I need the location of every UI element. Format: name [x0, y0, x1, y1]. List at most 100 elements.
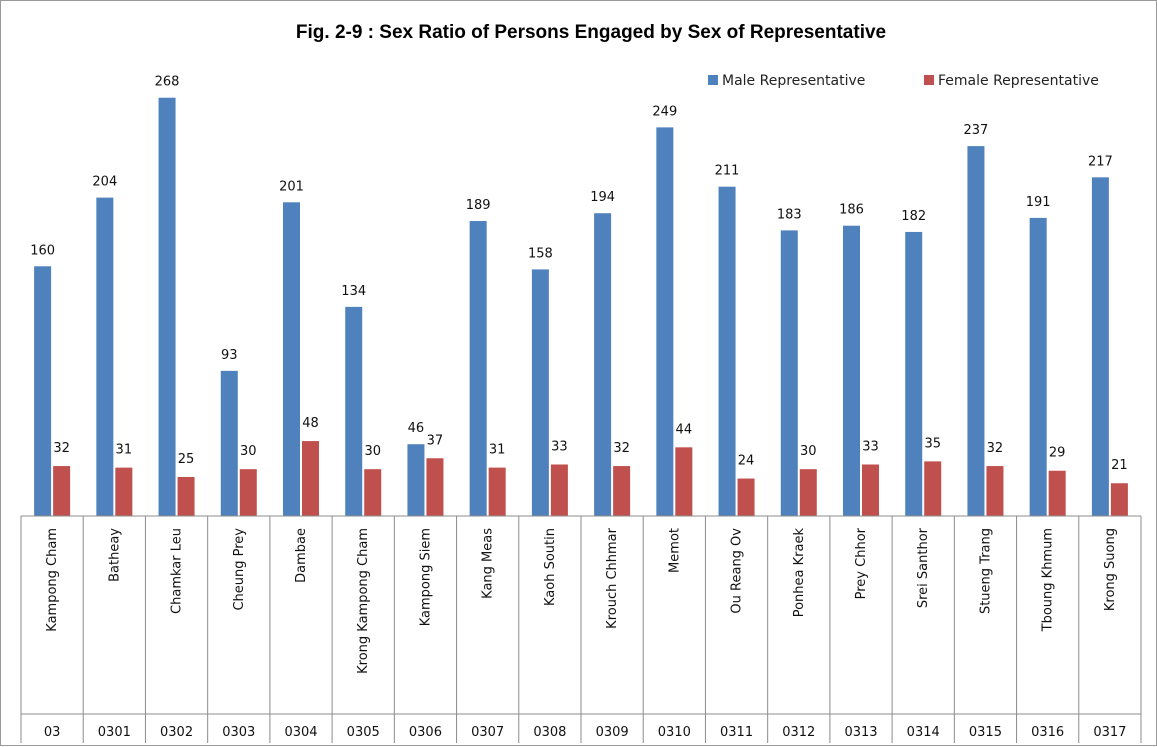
category-label: Kang Meas — [481, 528, 496, 599]
data-label-female: 44 — [676, 422, 693, 437]
bar-female — [177, 476, 195, 516]
category-label: Chamkar Leu — [170, 528, 185, 614]
bar-female — [986, 466, 1004, 516]
data-label-female: 29 — [1049, 446, 1066, 461]
bar-male — [780, 230, 798, 516]
bar-male — [34, 266, 52, 516]
category-label: Kaoh Soutin — [543, 528, 558, 606]
data-label-female: 32 — [613, 441, 630, 456]
category-code-label: 0314 — [907, 725, 940, 740]
data-label-male: 182 — [901, 209, 926, 224]
data-label-male: 134 — [341, 284, 366, 299]
category-code-label: 0310 — [658, 725, 691, 740]
data-label-male: 211 — [715, 164, 740, 179]
bar-male — [531, 269, 549, 516]
bar-female — [924, 461, 942, 516]
category-label: Memot — [667, 528, 682, 573]
category-label: Srei Santhor — [916, 527, 931, 608]
data-label-female: 25 — [178, 452, 195, 467]
data-label-female: 37 — [427, 433, 444, 448]
data-label-female: 21 — [1111, 458, 1128, 473]
data-label-male: 204 — [92, 175, 117, 190]
category-code-label: 0317 — [1093, 725, 1126, 740]
data-label-male: 183 — [777, 207, 802, 222]
bar-female — [862, 464, 879, 516]
data-label-male: 268 — [155, 75, 180, 90]
bar-male — [345, 306, 363, 516]
data-label-female: 24 — [738, 454, 755, 469]
data-label-female: 30 — [800, 444, 817, 459]
bar-male — [283, 202, 300, 516]
data-label-female: 30 — [240, 444, 257, 459]
data-label-male: 217 — [1088, 154, 1113, 169]
data-label-male: 189 — [466, 198, 491, 213]
bar-male — [594, 213, 612, 516]
category-code-label: 0303 — [222, 725, 255, 740]
legend-swatch-male — [708, 75, 718, 85]
bar-female — [675, 447, 693, 516]
data-label-female: 32 — [987, 441, 1004, 456]
category-code-label: 0315 — [969, 725, 1002, 740]
bar-female — [115, 467, 133, 516]
bar-male — [718, 186, 736, 517]
category-code-label: 0302 — [160, 725, 193, 740]
data-label-male: 201 — [279, 179, 304, 194]
data-label-female: 31 — [116, 443, 133, 458]
bar-male — [905, 231, 923, 516]
bar-female — [488, 467, 506, 516]
bar-female — [53, 466, 71, 516]
category-label: Krong Kampong Cham — [356, 528, 371, 674]
category-label: Krong Suong — [1103, 528, 1118, 611]
category-code-label: 0304 — [284, 725, 317, 740]
bar-male — [158, 97, 176, 516]
legend: Male Representative Female Representativ… — [708, 73, 1099, 89]
category-label: Kampong Siem — [418, 528, 433, 626]
bar-female — [1048, 470, 1066, 516]
bar-female — [1110, 483, 1128, 516]
bar-male — [96, 197, 114, 516]
bar-female — [737, 478, 755, 516]
bar-male — [656, 127, 674, 516]
data-label-male: 46 — [408, 421, 425, 436]
category-label: Tboung Khmum — [1041, 528, 1056, 632]
bar-male — [469, 221, 487, 516]
category-code-label: 03 — [44, 725, 61, 740]
bar-male — [843, 225, 860, 516]
data-label-female: 30 — [364, 444, 381, 459]
data-label-female: 48 — [302, 416, 319, 431]
bar-male — [967, 146, 985, 516]
data-label-female: 31 — [489, 443, 506, 458]
category-axis: Kampong Cham 03 Batheay 0301 Chamkar Leu 0302… — [20, 515, 1142, 743]
category-code-label: 0309 — [596, 725, 629, 740]
category-code-label: 0313 — [844, 725, 877, 740]
category-code-label: 0301 — [98, 725, 131, 740]
category-label: Ou Reang Ov — [730, 528, 745, 614]
category-code-label: 0311 — [720, 725, 753, 740]
data-label-male: 249 — [652, 104, 677, 119]
data-label-male: 237 — [964, 123, 989, 138]
category-label: Ponhea Kraek — [792, 528, 807, 618]
bar-female — [302, 441, 319, 516]
data-label-female: 33 — [551, 439, 568, 454]
category-label: Kampong Cham — [45, 528, 60, 632]
category-label: Krouch Chhmar — [605, 527, 620, 628]
data-label-male: 191 — [1026, 195, 1051, 210]
data-label-female: 33 — [862, 439, 879, 454]
bar-female — [364, 469, 382, 516]
bar-female — [426, 458, 444, 516]
bar-male — [220, 370, 238, 516]
data-label-male: 93 — [221, 348, 238, 363]
category-code-label: 0312 — [782, 725, 815, 740]
data-label-male: 160 — [30, 243, 55, 258]
data-label-male: 158 — [528, 246, 553, 261]
chart-title: Fig. 2-9 : Sex Ratio of Persons Engaged … — [296, 22, 886, 43]
category-label: Cheung Prey — [232, 528, 247, 611]
category-label: Batheay — [107, 528, 122, 582]
bar-male — [1091, 177, 1109, 516]
category-code-label: 0305 — [347, 725, 380, 740]
legend-label-male: Male Representative — [722, 73, 865, 89]
category-label: Prey Chhor — [854, 527, 869, 599]
